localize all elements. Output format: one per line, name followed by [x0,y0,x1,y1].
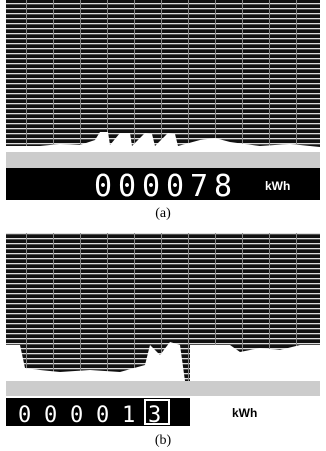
unit-label: kWh [232,406,257,420]
digit: 0 [94,169,112,204]
digit: 3 [148,403,161,428]
caption: (a) [155,206,171,221]
digit: 0 [70,403,83,428]
gray-band [6,381,320,396]
digit: 1 [122,403,135,428]
gray-band [6,152,320,168]
unit-label: kWh [265,179,290,193]
figure: kWh 000078 (a) kWh 000013 (b) [0,0,326,451]
digit: 0 [118,169,136,204]
digit: 0 [96,403,109,428]
digit: 7 [190,169,208,204]
meter-display [6,0,320,152]
glare [190,345,320,381]
digit: 0 [18,403,31,428]
digit: 0 [44,403,57,428]
caption: (b) [155,433,172,448]
digit: 0 [166,169,184,204]
digit: 0 [142,169,160,204]
digit: 8 [214,169,232,204]
